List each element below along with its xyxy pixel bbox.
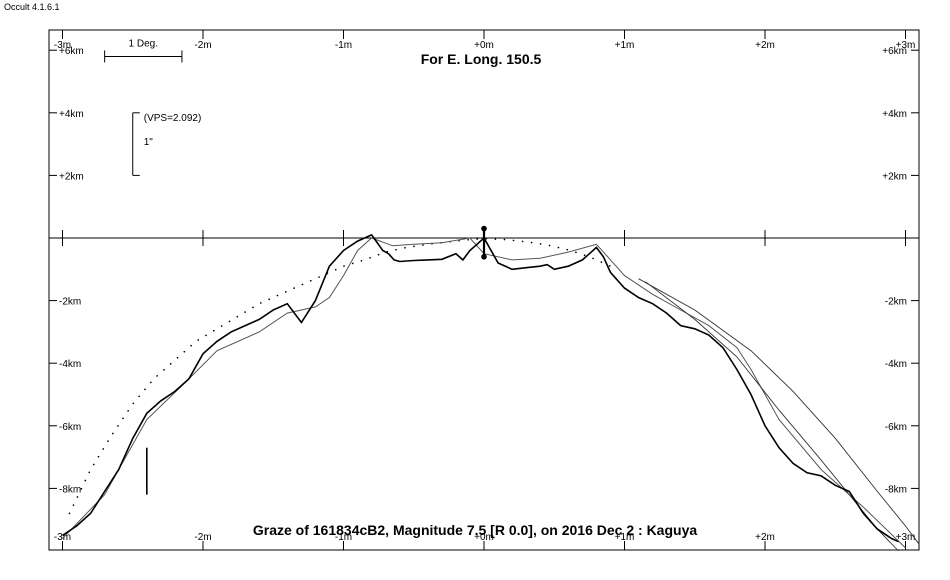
central-marker-dot	[481, 253, 487, 260]
limb-profile-series	[62, 233, 899, 543]
x-tick-label-top: +2m	[755, 40, 775, 51]
y-tick-label-right: +6km	[882, 46, 907, 57]
y-tick-label-right: +2km	[882, 171, 907, 182]
curve-a-series	[638, 278, 920, 545]
x-tick-label-bottom: +0m	[474, 532, 494, 543]
y-tick-label-left: +2km	[59, 171, 84, 182]
y-tick-label-right: +4km	[882, 109, 907, 120]
chart-title: For E. Long. 150.5	[421, 51, 542, 67]
central-marker-dot	[481, 225, 487, 232]
x-tick-label-top: +0m	[474, 40, 494, 51]
x-tick-label-top: -3m	[54, 40, 71, 51]
y-tick-label-left: +4km	[59, 109, 84, 120]
y-tick-label-left: -4km	[59, 359, 81, 370]
x-tick-label-top: -2m	[194, 40, 211, 51]
y-tick-label-right: -6km	[885, 422, 907, 433]
x-tick-label-top: +3m	[896, 40, 916, 51]
app-title: Occult 4.1.6.1	[4, 2, 60, 12]
y-tick-label-left: +6km	[59, 46, 84, 57]
x-tick-label-bottom: +2m	[755, 532, 775, 543]
x-tick-label-bottom: -2m	[194, 532, 211, 543]
x-tick-label-bottom: +1m	[615, 532, 635, 543]
x-tick-label-bottom: -1m	[335, 532, 352, 543]
y-tick-label-left: -6km	[59, 422, 81, 433]
y-tick-label-left: -8km	[59, 484, 81, 495]
x-tick-label-bottom: +3m	[896, 532, 916, 543]
vps-label: (VPS=2.092)	[144, 113, 202, 124]
y-tick-label-right: -8km	[885, 484, 907, 495]
y-tick-label-right: -4km	[885, 359, 907, 370]
y-tick-label-right: -2km	[885, 297, 907, 308]
curve-b-series	[645, 281, 899, 552]
x-tick-label-top: -1m	[335, 40, 352, 51]
x-tick-label-top: +1m	[615, 40, 635, 51]
dotted-limb-series	[68, 237, 612, 515]
plot-frame	[48, 29, 920, 551]
smooth-limb-series	[62, 237, 906, 549]
x-tick-label-bottom: -3m	[54, 532, 71, 543]
vps-arcsec-label: 1"	[144, 137, 154, 148]
scale-bar-label: 1 Deg.	[129, 38, 158, 49]
y-tick-label-left: -2km	[59, 297, 81, 308]
chart-footer: Graze of 161834cB2, Magnitude 7.5 [R 0.0…	[253, 522, 697, 538]
